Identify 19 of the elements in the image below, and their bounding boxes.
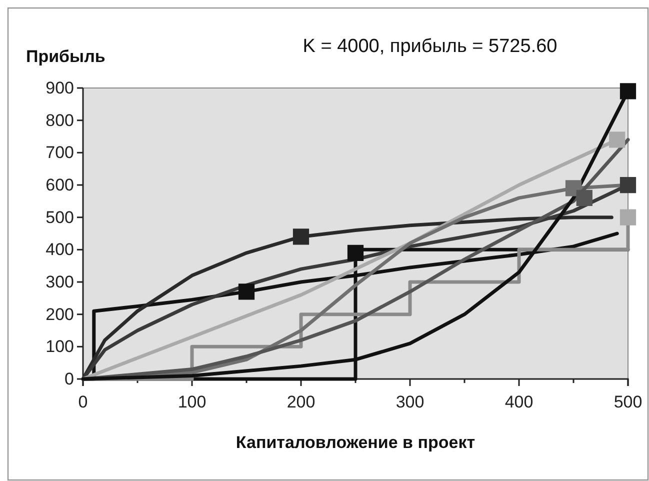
y-tick-label: 500 (46, 208, 74, 227)
y-tick-label: 200 (46, 304, 74, 324)
x-tick-label: 0 (78, 392, 88, 412)
y-tick-label: 700 (46, 143, 74, 162)
y-tick-label: 400 (46, 240, 74, 260)
y-tick-label: 600 (46, 175, 74, 194)
y-tick-label: 900 (46, 78, 74, 98)
y-axis-title: Прибыль (26, 47, 106, 66)
x-axis-title: Капиталовложение в проект (236, 433, 476, 452)
chart-title: K = 4000, прибыль = 5725.60 (302, 36, 558, 57)
x-tick-label: 300 (396, 392, 424, 412)
y-tick-label: 0 (64, 369, 74, 388)
y-tick-label: 100 (46, 337, 74, 356)
x-tick-label: 200 (286, 392, 316, 412)
y-tick-label: 800 (46, 110, 74, 130)
x-tick-label: 400 (504, 392, 534, 412)
x-tick-label: 100 (178, 392, 206, 412)
x-tick-label: 500 (614, 392, 642, 412)
y-tick-label: 300 (46, 272, 74, 292)
